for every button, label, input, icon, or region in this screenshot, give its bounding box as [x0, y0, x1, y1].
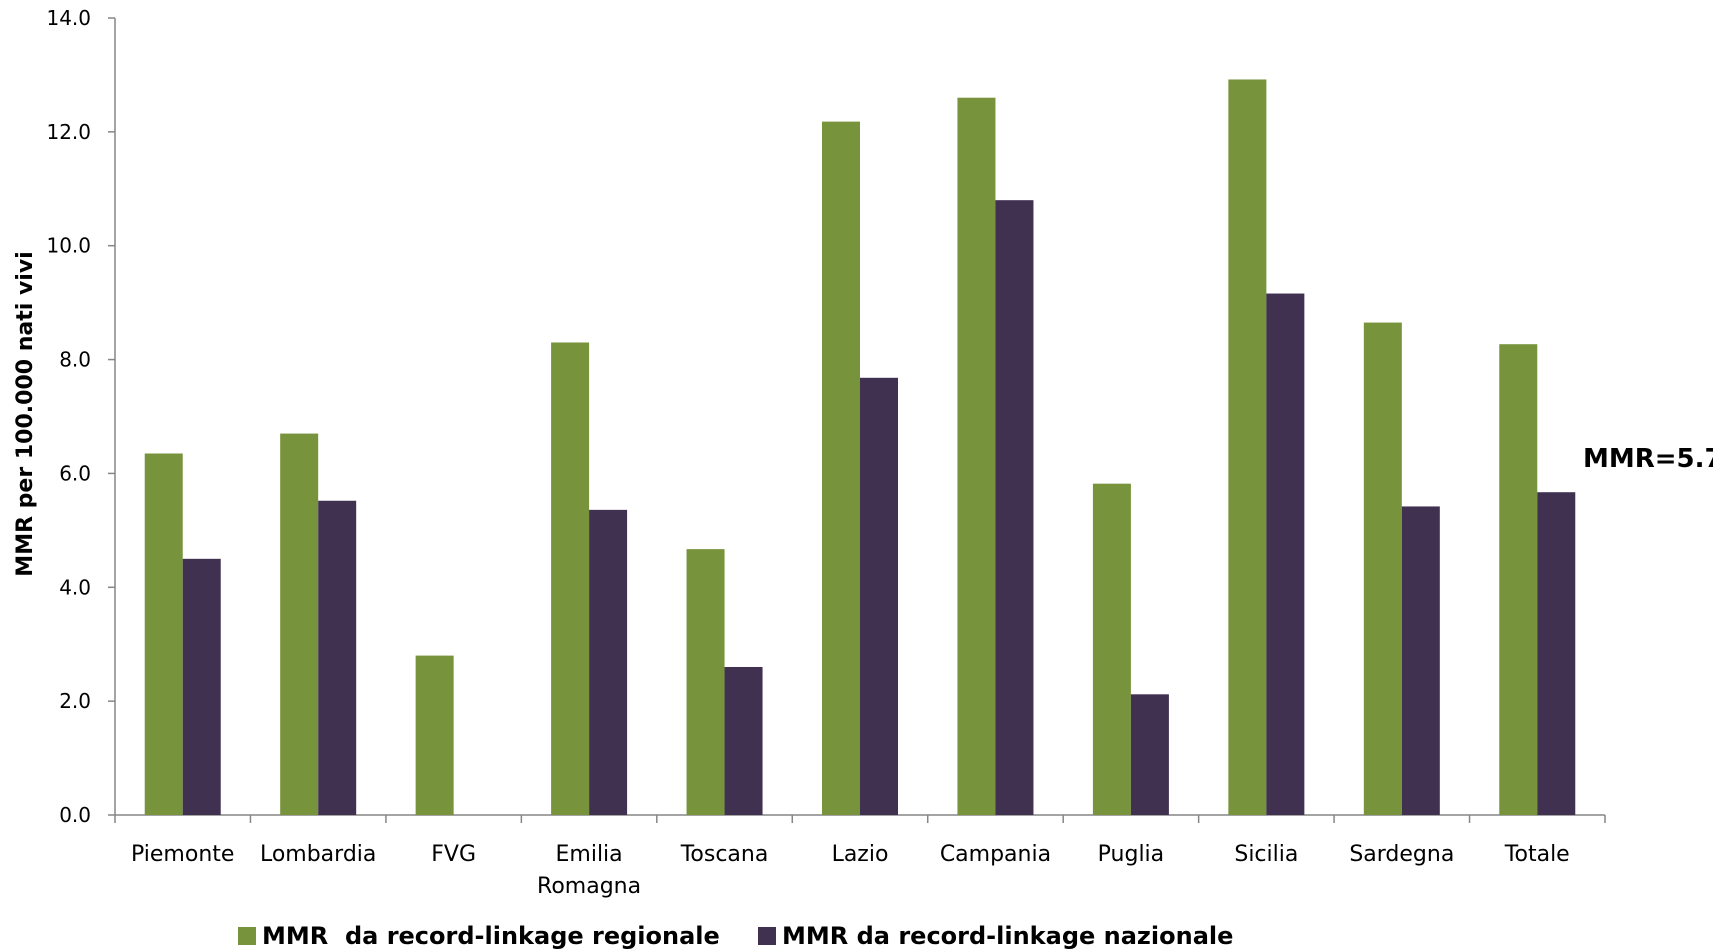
category-label: Sicilia: [1234, 842, 1298, 867]
category-label: Piemonte: [131, 842, 234, 867]
bar-regionale: [415, 655, 454, 815]
legend-swatch: [238, 927, 256, 945]
y-tick-label: 6.0: [59, 461, 91, 485]
bar-regionale: [1228, 79, 1267, 816]
y-tick-label: 14.0: [46, 6, 91, 30]
bar-nazionale: [1537, 492, 1576, 815]
y-axis-label: MMR per 100.000 nati vivi: [13, 251, 38, 576]
bar-regionale: [280, 433, 319, 815]
bar-nazionale: [318, 500, 357, 815]
category-label: Totale: [1504, 842, 1570, 867]
bar-regionale: [1092, 483, 1131, 815]
bar-nazionale: [1130, 694, 1169, 815]
category-label: FVG: [431, 842, 476, 867]
category-label: Toscana: [680, 842, 769, 867]
y-tick-label: 12.0: [46, 120, 91, 144]
bar-regionale: [1363, 322, 1402, 815]
category-label: Emilia: [556, 842, 623, 867]
x-axis: [114, 814, 1606, 823]
category-label: Sardegna: [1349, 842, 1454, 867]
bar-regionale: [551, 342, 590, 815]
legend-label: MMR da record-linkage nazionale: [782, 922, 1233, 949]
bar-regionale: [822, 121, 860, 816]
bar-nazionale: [860, 377, 898, 815]
category-labels: Piemonte Lombardia FVG Emilia Romagna Toscana…: [131, 842, 1570, 899]
bar-regionale: [1499, 344, 1538, 815]
bar-nazionale: [1401, 506, 1440, 815]
y-tick-label: 8.0: [59, 348, 91, 372]
category-label: Puglia: [1098, 842, 1165, 867]
y-axis: 0.0 2.0 4.0 6.0 8.0 10.0 12.0 14.0: [46, 6, 116, 827]
legend: MMR da record-linkage regionale MMR da re…: [238, 922, 1233, 949]
category-label: Lazio: [832, 842, 889, 867]
total-annotation: MMR=5.7: [1583, 444, 1713, 474]
bar-nazionale: [182, 558, 221, 815]
y-tick-label: 2.0: [59, 689, 91, 713]
y-tick-label: 10.0: [46, 234, 91, 258]
category-label: Lombardia: [260, 842, 376, 867]
legend-label: MMR da record-linkage regionale: [262, 922, 720, 949]
bar-regionale: [144, 453, 183, 815]
bar-nazionale: [589, 509, 628, 815]
bar-nazionale: [995, 200, 1034, 815]
legend-swatch: [758, 927, 776, 945]
y-tick-label: 0.0: [59, 803, 91, 827]
bar-nazionale: [724, 666, 763, 815]
y-tick-label: 4.0: [59, 575, 91, 599]
bar-nazionale: [1266, 293, 1305, 815]
bar-regionale: [957, 97, 996, 815]
bar-regionale: [686, 549, 725, 815]
category-label: Romagna: [537, 874, 641, 899]
category-label: Campania: [940, 842, 1051, 867]
bars: [144, 79, 1576, 816]
